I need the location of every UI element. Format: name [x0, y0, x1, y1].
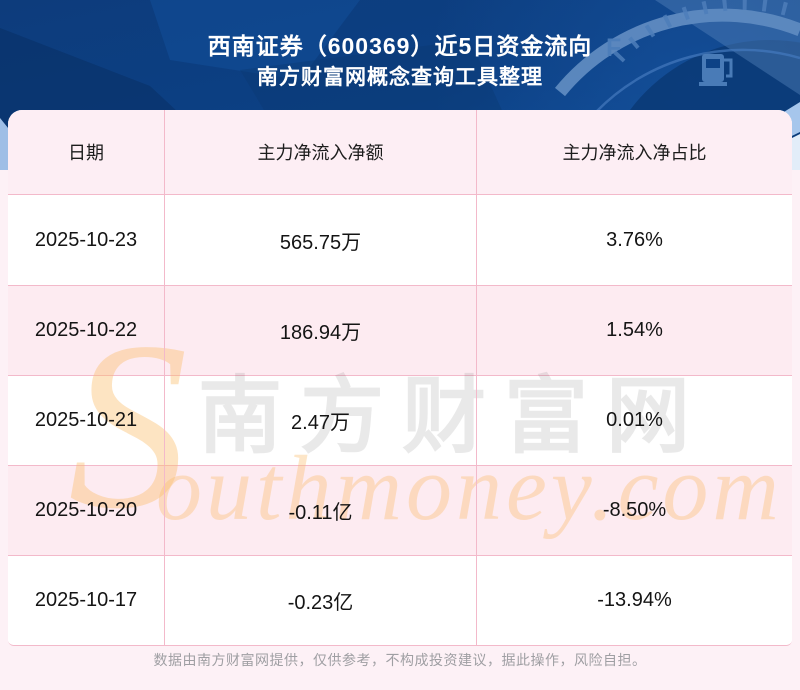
column-header-date: 日期 [8, 110, 165, 194]
column-header-ratio: 主力净流入净占比 [562, 143, 707, 163]
cell-date: 2025-10-17 [8, 556, 165, 645]
cell-date: 2025-10-20 [8, 466, 165, 555]
cell-amount: 565.75万 [165, 195, 477, 285]
table-row: 2025-10-22 186.94万 1.54% [8, 285, 792, 375]
column-header-amount: 主力净流入净额 [165, 110, 477, 194]
table-row: 2025-10-23 565.75万 3.76% [8, 195, 792, 285]
cell-ratio: -13.94% [597, 589, 672, 611]
cell-amount: 2.47万 [165, 376, 477, 465]
cell-date: 2025-10-22 [8, 286, 165, 375]
table-header-row: 日期 主力净流入净额 主力净流入净占比 [8, 110, 792, 195]
cell-amount: 186.94万 [165, 286, 477, 375]
page-title: 西南证券（600369）近5日资金流向 [207, 33, 593, 59]
table-row: 2025-10-20 -0.11亿 -8.50% [8, 465, 792, 555]
fund-flow-table: 日期 主力净流入净额 主力净流入净占比 2025-10-23 565.75万 3… [8, 110, 792, 646]
fuel-pump-icon [699, 54, 733, 86]
fuel-gauge-f-label: F [606, 34, 622, 62]
disclaimer-text: 数据由南方财富网提供，仅供参考，不构成投资建议，据此操作，风险自担。 [153, 652, 647, 668]
cell-date: 2025-10-23 [8, 195, 165, 285]
cell-amount: -0.11亿 [165, 466, 477, 555]
cell-ratio: 3.76% [606, 228, 663, 251]
cell-ratio: -8.50% [602, 499, 667, 521]
cell-date: 2025-10-21 [8, 376, 165, 465]
page-subtitle: 南方财富网概念查询工具整理 [257, 66, 543, 89]
table-row: 2025-10-17 -0.23亿 -13.94% [8, 555, 792, 645]
table-body: 2025-10-23 565.75万 3.76% 2025-10-22 186.… [8, 195, 792, 645]
cell-amount: -0.23亿 [165, 556, 477, 645]
cell-ratio: 1.54% [606, 319, 663, 341]
cell-ratio: 0.01% [606, 409, 663, 431]
table-row: 2025-10-21 2.47万 0.01% [8, 375, 792, 465]
